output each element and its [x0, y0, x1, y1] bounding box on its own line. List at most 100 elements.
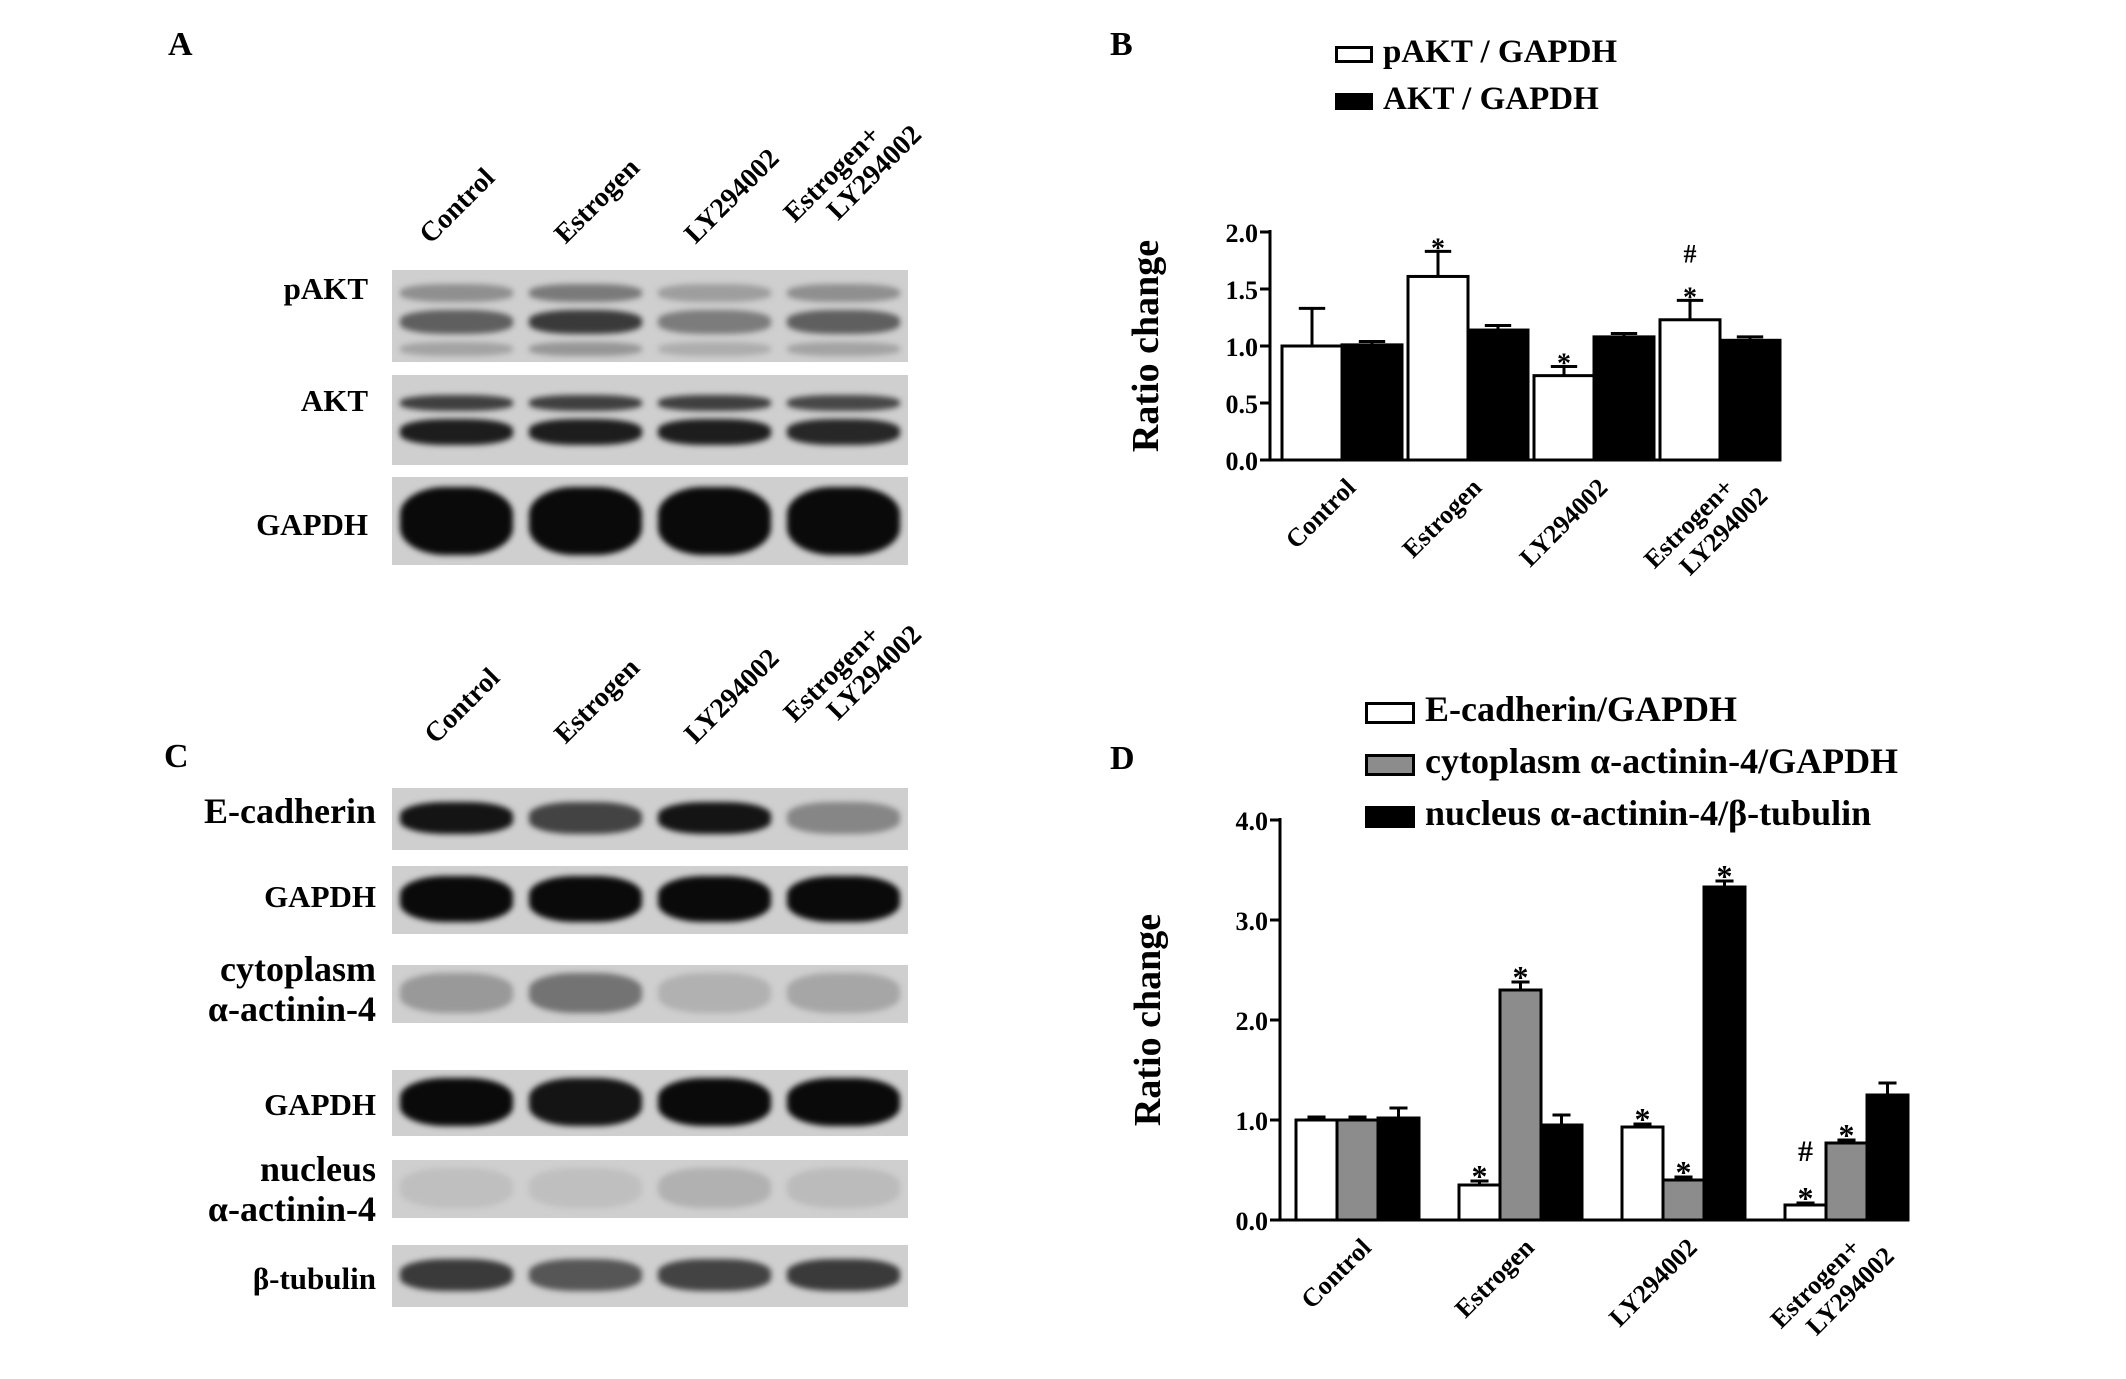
lane-label-estrogen: Estrogen — [548, 152, 646, 250]
bar — [1592, 335, 1656, 462]
band — [657, 487, 772, 555]
band — [786, 1078, 901, 1126]
band — [399, 973, 514, 1013]
band — [528, 1259, 643, 1291]
row-label-tubulin: β-tubulin — [252, 1261, 376, 1296]
significance-star: * — [1839, 1117, 1855, 1153]
legend-label: AKT / GAPDH — [1383, 81, 1599, 117]
band — [657, 973, 772, 1013]
legend-swatch-white — [1365, 701, 1415, 724]
band — [786, 973, 901, 1013]
bar — [1457, 1183, 1502, 1222]
legend-item-ecadherin: E-cadherin/GAPDH — [1365, 688, 1898, 730]
band — [528, 487, 643, 555]
band — [399, 395, 514, 411]
x-tick-label: Control — [1295, 1233, 1376, 1314]
blot-strip-beta-tubulin — [392, 1245, 908, 1307]
band — [399, 876, 514, 922]
blot-strip-gapdh-a — [392, 477, 908, 565]
y-axis-label: Ratio change — [1127, 914, 1169, 1126]
x-tick-label-line: Control — [1295, 1233, 1376, 1314]
band — [528, 1078, 643, 1126]
row-label-gapdh: GAPDH — [256, 507, 368, 542]
row-label-gapdh: GAPDH — [264, 1087, 376, 1122]
bar — [1294, 1118, 1339, 1222]
y-tick-label: 0.5 — [1226, 390, 1259, 419]
panel-letter-b: B — [1110, 26, 1133, 63]
band — [528, 973, 643, 1013]
band — [657, 1259, 772, 1291]
band — [657, 395, 772, 411]
legend-label: cytoplasm α-actinin-4/GAPDH — [1425, 741, 1899, 781]
significance-star: * — [1557, 349, 1571, 380]
legend-swatch-black — [1365, 805, 1415, 828]
legend-b: pAKT / GAPDH AKT / GAPDH — [1335, 34, 1617, 128]
band — [657, 1168, 772, 1208]
band — [786, 419, 901, 445]
legend-label: nucleus α-actinin-4/β-tubulin — [1425, 793, 1872, 833]
band — [528, 342, 643, 356]
band — [786, 1259, 901, 1291]
bar — [1658, 318, 1722, 462]
blot-strip-nucleus — [392, 1160, 908, 1218]
band — [786, 802, 901, 834]
legend-label: pAKT / GAPDH — [1383, 34, 1618, 70]
band — [399, 1259, 514, 1291]
panel-letter-d: D — [1110, 740, 1135, 777]
blot-strip-pakt — [392, 270, 908, 362]
row-label-e-cadherin: E-cadherin — [203, 791, 376, 831]
x-tick-label-line: Estrogen — [1449, 1232, 1540, 1323]
legend-item-akt: AKT / GAPDH — [1335, 81, 1617, 118]
bar — [1718, 338, 1782, 462]
band — [786, 487, 901, 555]
significance-star: * — [1513, 959, 1529, 995]
significance-star: * — [1676, 1154, 1692, 1190]
significance-hash: # — [1684, 239, 1697, 268]
blot-strip-e-cadherin — [392, 788, 908, 850]
blot-strip-akt — [392, 375, 908, 465]
y-tick-label: 0.0 — [1236, 1207, 1269, 1236]
legend-d: E-cadherin/GAPDH cytoplasm α-actinin-4/G… — [1365, 688, 1898, 844]
significance-star: * — [1472, 1158, 1488, 1194]
significance-star: * — [1683, 282, 1697, 313]
x-tick-label: LY294002 — [1514, 473, 1614, 573]
band — [657, 284, 772, 302]
x-tick-label-line: LY294002 — [1603, 1233, 1703, 1333]
band — [657, 419, 772, 445]
y-axis-label: Ratio change — [1125, 240, 1167, 452]
band — [657, 876, 772, 922]
significance-hash: # — [1798, 1135, 1813, 1168]
band — [657, 1078, 772, 1126]
band — [528, 310, 643, 334]
blot-strip-gapdh-c2 — [392, 1070, 908, 1136]
bar — [1620, 1125, 1665, 1222]
x-tick-label: Estrogen — [1397, 472, 1488, 563]
x-tick-label-line: Control — [1280, 473, 1361, 554]
significance-star: * — [1717, 858, 1733, 894]
band — [399, 487, 514, 555]
band — [399, 1168, 514, 1208]
lane-label-estrogen-ly294002: Estrogen+ LY294002 — [777, 619, 929, 729]
x-tick-label: Estrogen+LY294002 — [1765, 1233, 1900, 1341]
band — [528, 802, 643, 834]
row-label-akt: AKT — [300, 383, 368, 418]
x-tick-label: Control — [1280, 473, 1361, 554]
x-tick-label-line: LY294002 — [1514, 473, 1614, 573]
y-tick-label: 1.0 — [1236, 1107, 1269, 1136]
lane-label-estrogen: Estrogen — [548, 652, 646, 750]
y-tick-label: 2.0 — [1236, 1007, 1269, 1036]
bar — [1406, 274, 1470, 462]
band — [786, 310, 901, 334]
bar — [1498, 988, 1543, 1222]
band — [786, 1168, 901, 1208]
blot-strip-gapdh-c1 — [392, 866, 908, 934]
legend-swatch-gray — [1365, 753, 1415, 776]
bar — [1824, 1141, 1869, 1222]
band — [786, 284, 901, 302]
y-tick-label: 3.0 — [1236, 907, 1269, 936]
bar — [1335, 1118, 1380, 1222]
significance-star: * — [1431, 233, 1445, 264]
x-tick-label: Estrogen+LY294002 — [1638, 473, 1773, 581]
band — [528, 419, 643, 445]
bar — [1702, 885, 1747, 1222]
